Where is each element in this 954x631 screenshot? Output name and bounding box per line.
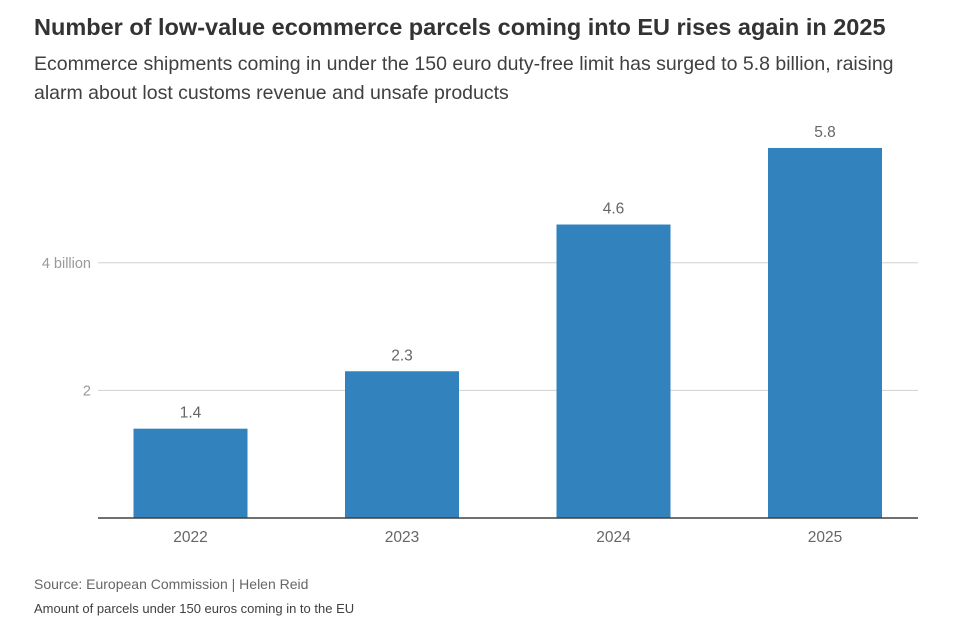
x-tick-label-2023: 2023 — [385, 529, 419, 546]
data-label-2023: 2.3 — [391, 347, 413, 364]
chart-title: Number of low-value ecommerce parcels co… — [34, 14, 886, 40]
data-label-2025: 5.8 — [814, 124, 836, 141]
y-tick-label-0: 2 — [83, 383, 91, 399]
bar-2022 — [133, 428, 248, 518]
x-tick-label-2025: 2025 — [808, 529, 842, 546]
data-label-2024: 4.6 — [603, 201, 625, 218]
bar-2023 — [345, 371, 459, 518]
chart-footnote: Amount of parcels under 150 euros coming… — [34, 601, 355, 616]
x-tick-label-2022: 2022 — [173, 529, 207, 546]
chart-subtitle: Ecommerce shipments coming in under the … — [34, 53, 894, 104]
source-credit: Source: European Commission | Helen Reid — [34, 576, 309, 592]
data-label-2022: 1.4 — [180, 405, 202, 422]
x-tick-label-2024: 2024 — [596, 529, 631, 546]
bar-2024 — [556, 224, 671, 518]
y-tick-label-1: 4 billion — [42, 256, 91, 272]
bar-2025 — [768, 147, 882, 518]
